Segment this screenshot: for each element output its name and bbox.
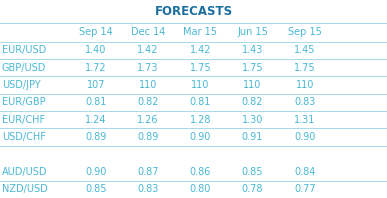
Text: Mar 15: Mar 15 [183,27,217,37]
Text: 0.90: 0.90 [190,132,211,142]
Text: 0.91: 0.91 [242,132,263,142]
Text: 1.73: 1.73 [137,63,159,73]
Text: Sep 14: Sep 14 [79,27,113,37]
Text: 0.83: 0.83 [294,97,315,107]
Text: Sep 15: Sep 15 [288,27,322,37]
Text: 0.86: 0.86 [190,167,211,177]
Text: GBP/USD: GBP/USD [2,63,46,73]
Text: 0.89: 0.89 [137,132,159,142]
Text: AUD/USD: AUD/USD [2,167,48,177]
Text: 107: 107 [87,80,105,90]
Text: 1.31: 1.31 [294,115,315,125]
Text: 1.43: 1.43 [242,45,263,55]
Text: EUR/CHF: EUR/CHF [2,115,45,125]
Text: USD/JPY: USD/JPY [2,80,41,90]
Text: 0.89: 0.89 [85,132,106,142]
Text: 1.45: 1.45 [294,45,315,55]
Text: 0.77: 0.77 [294,184,315,194]
Text: 1.40: 1.40 [85,45,106,55]
Text: 0.90: 0.90 [294,132,315,142]
Text: 0.87: 0.87 [137,167,159,177]
Text: 0.78: 0.78 [242,184,263,194]
Text: 0.80: 0.80 [190,184,211,194]
Text: 0.85: 0.85 [85,184,106,194]
Text: USD/CHF: USD/CHF [2,132,46,142]
Text: 0.81: 0.81 [85,97,106,107]
Text: 110: 110 [139,80,157,90]
Text: 0.81: 0.81 [190,97,211,107]
Text: Jun 15: Jun 15 [237,27,268,37]
Text: 1.72: 1.72 [85,63,106,73]
Text: 1.75: 1.75 [294,63,315,73]
Text: 1.75: 1.75 [242,63,263,73]
Text: 110: 110 [243,80,262,90]
Text: 1.42: 1.42 [137,45,159,55]
Text: 0.85: 0.85 [242,167,263,177]
Text: 1.75: 1.75 [190,63,211,73]
Text: 0.82: 0.82 [137,97,159,107]
Text: 1.30: 1.30 [242,115,263,125]
Text: 0.84: 0.84 [294,167,315,177]
Text: EUR/GBP: EUR/GBP [2,97,46,107]
Text: 0.90: 0.90 [85,167,106,177]
Text: 0.82: 0.82 [242,97,263,107]
Text: 110: 110 [296,80,314,90]
Text: NZD/USD: NZD/USD [2,184,48,194]
Text: FORECASTS: FORECASTS [154,5,233,18]
Text: 1.42: 1.42 [190,45,211,55]
Text: 1.28: 1.28 [190,115,211,125]
Text: Dec 14: Dec 14 [131,27,165,37]
Text: 0.83: 0.83 [137,184,159,194]
Text: EUR/USD: EUR/USD [2,45,46,55]
Text: 1.26: 1.26 [137,115,159,125]
Text: 1.24: 1.24 [85,115,106,125]
Text: 110: 110 [191,80,209,90]
